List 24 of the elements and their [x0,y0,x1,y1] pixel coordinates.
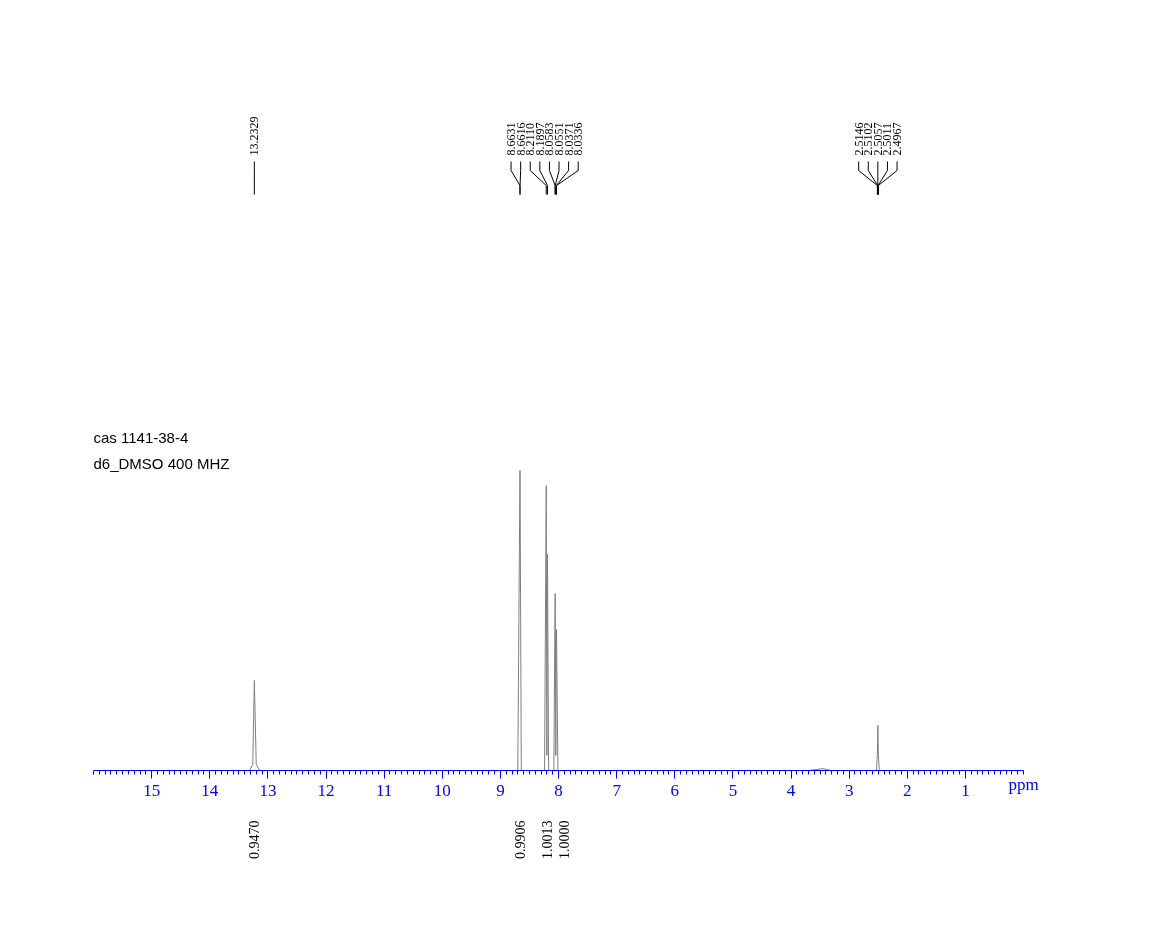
text: 1.0013 [539,820,555,859]
x-tick-label: 14 [201,780,219,800]
x-tick-label: 13 [259,780,277,800]
text: 0.9906 [513,820,528,859]
annotation: 2.4967 [890,122,905,156]
x-tick-label: 7 [612,780,622,800]
x-tick-label: 11 [375,780,393,800]
x-tick-label: 15 [143,780,161,800]
x-tick-label: 12 [317,780,335,800]
text: cas 1141-38-4 [93,429,189,446]
x-tick-label: 1 [961,780,970,800]
text: 1.0000 [557,820,573,859]
x-tick-label: 10 [433,780,451,800]
annotation: 13.2329 [247,116,262,156]
x-tick-label: 8 [554,780,563,800]
x-tick-label: 9 [496,780,505,800]
x-tick-label: 5 [728,780,738,800]
annotation: d6_DMSO 400 MHZ [93,455,230,473]
x-tick-label: 6 [670,780,679,800]
x-tick-label: 3 [844,780,854,800]
x-tick-label: 2 [903,780,912,800]
x-axis-title: ppm [1008,774,1039,794]
x-tick-label: 4 [786,780,796,800]
text: 0.9470 [247,820,263,859]
